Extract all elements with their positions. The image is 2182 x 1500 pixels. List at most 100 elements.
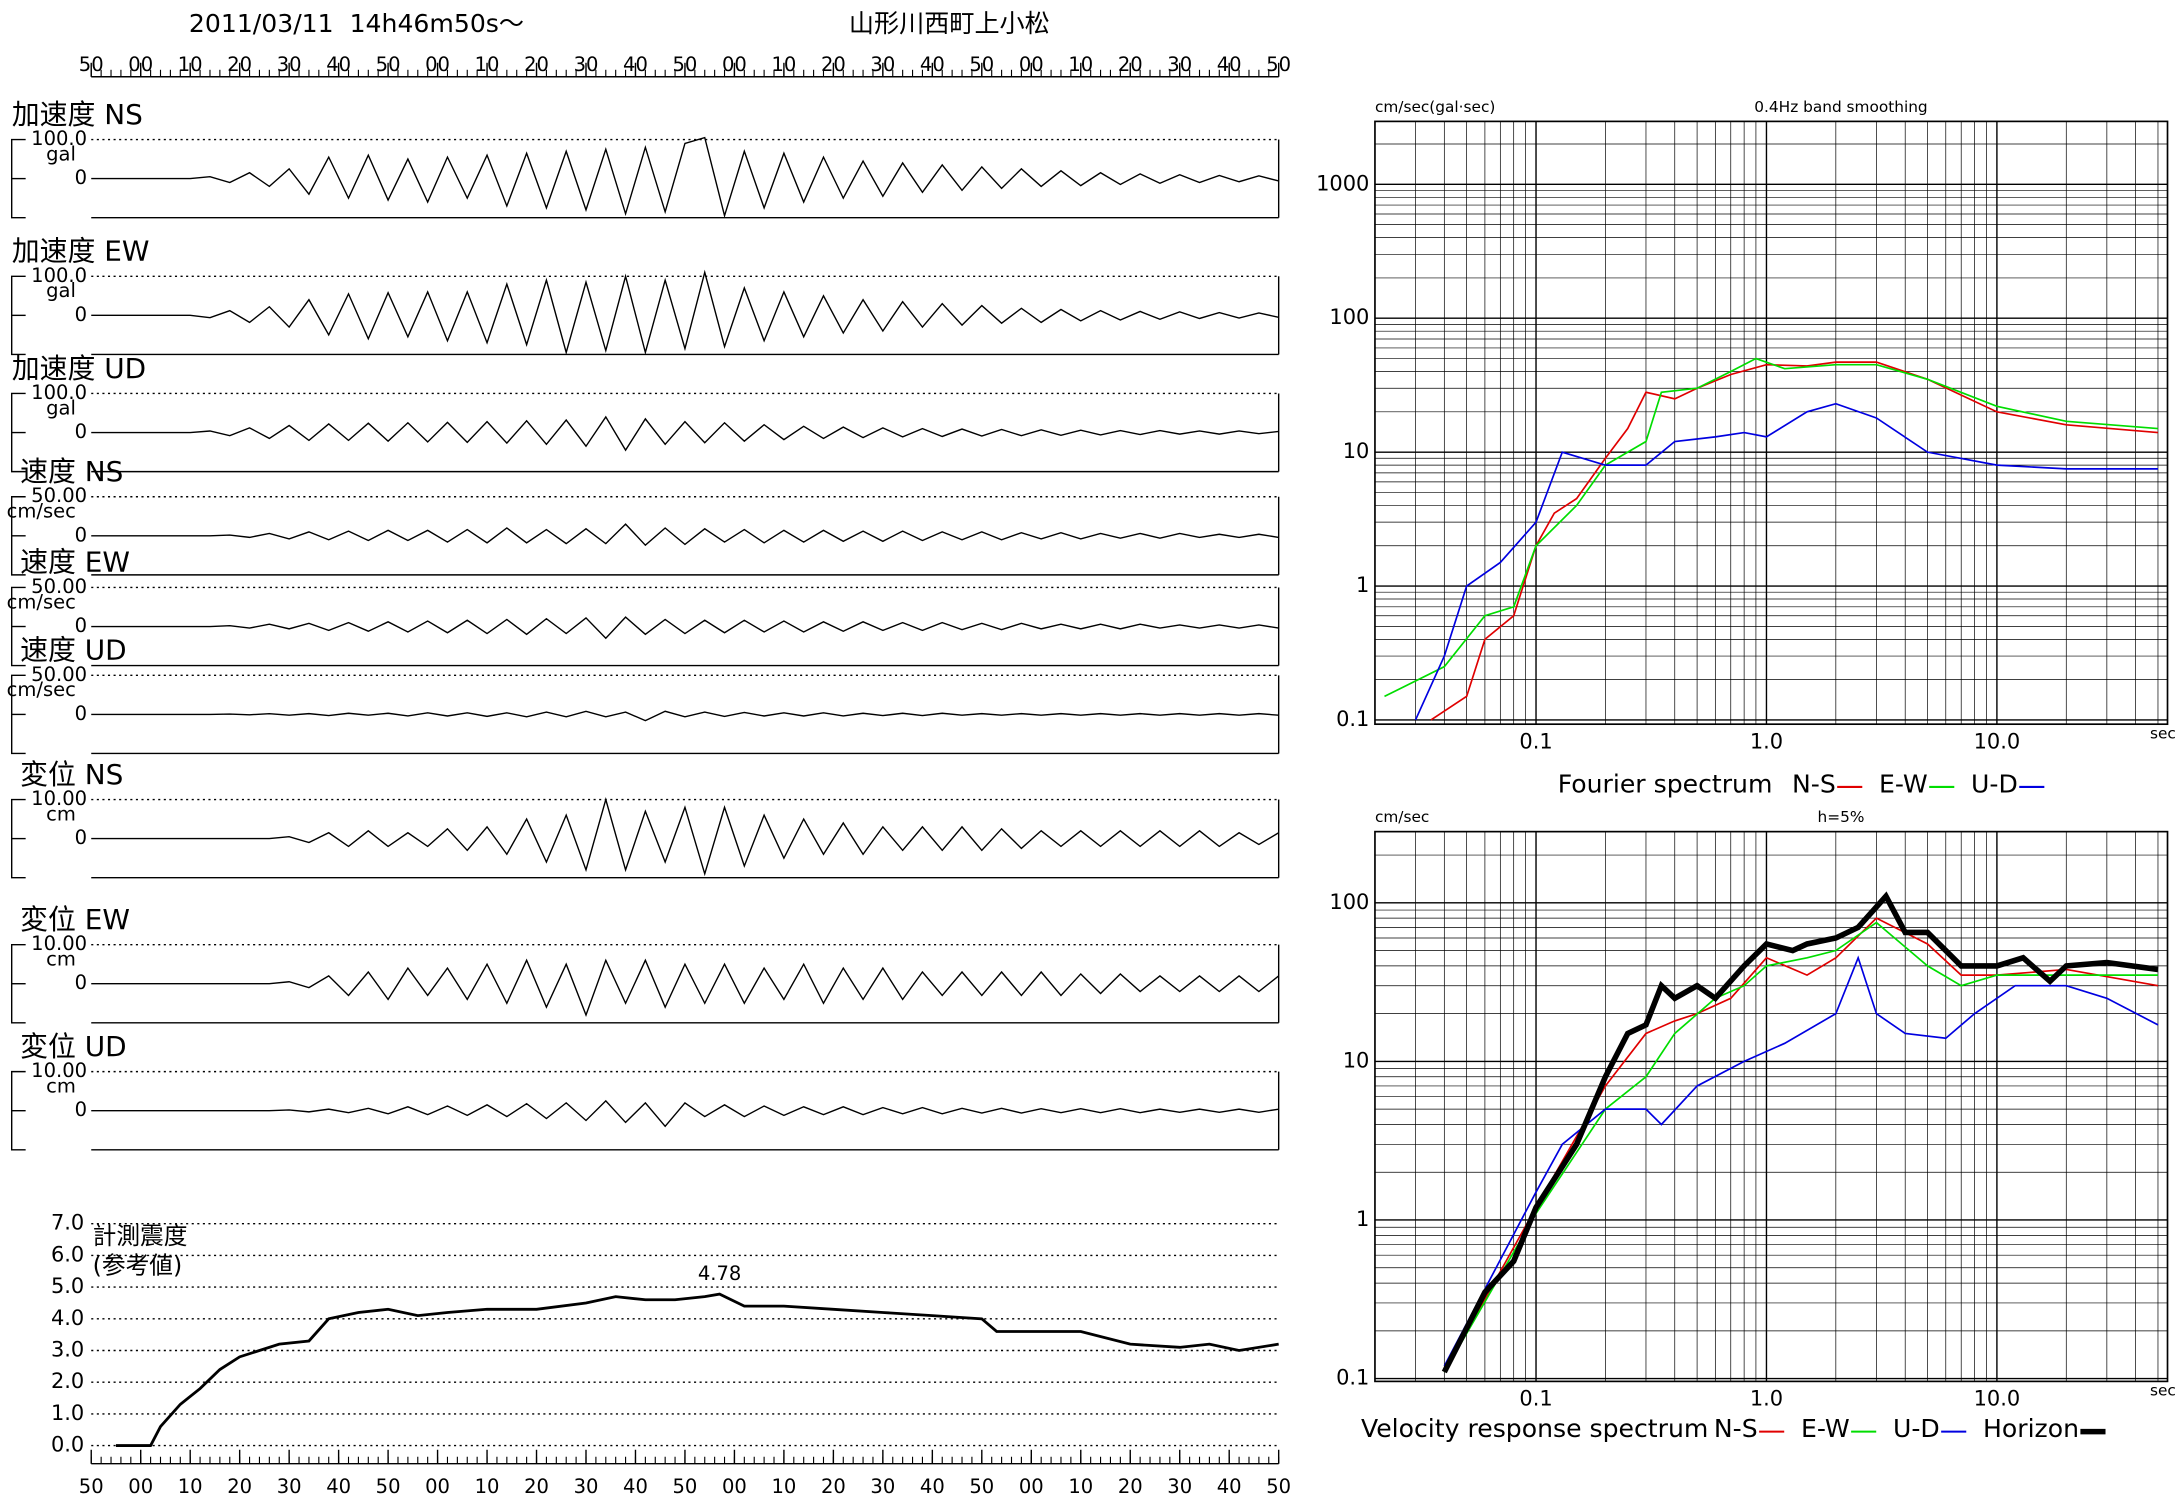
y-tick-label: 1000 bbox=[1316, 171, 1369, 195]
peak-label: 4.78 bbox=[698, 1262, 741, 1285]
x-tick-label: 10.0 bbox=[1974, 729, 2021, 753]
time-tick-label: 40 bbox=[326, 53, 351, 76]
time-tick-label: 30 bbox=[870, 1475, 895, 1498]
subtitle: 0.4Hz band smoothing bbox=[1754, 98, 1927, 116]
time-tick-label: 30 bbox=[574, 1475, 599, 1498]
waveform bbox=[91, 616, 1279, 640]
time-tick-label: 50 bbox=[376, 53, 401, 76]
y-tick-label: 0.0 bbox=[51, 1433, 84, 1457]
y-tick-label: 100 bbox=[1329, 305, 1369, 329]
time-tick-label: 00 bbox=[425, 53, 450, 76]
y-tick-label: 6.0 bbox=[51, 1242, 84, 1266]
time-tick-label: 00 bbox=[1019, 1475, 1044, 1498]
time-tick-label: 00 bbox=[1019, 53, 1044, 76]
y-unit-label: gal bbox=[46, 142, 76, 165]
spectrum-line bbox=[1443, 921, 2158, 1373]
time-tick-label: 50 bbox=[969, 53, 994, 76]
time-tick-label: 20 bbox=[1118, 53, 1143, 76]
time-tick-label: 30 bbox=[277, 53, 302, 76]
y-axis-note: (参考値) bbox=[93, 1251, 183, 1279]
time-tick-label: 10 bbox=[475, 53, 500, 76]
y-unit-label: cm bbox=[46, 802, 76, 825]
y-tick-label: 1.0 bbox=[51, 1401, 84, 1425]
trace-title: 加速度 EW bbox=[12, 235, 150, 268]
y-tick-label: 0 bbox=[75, 166, 87, 189]
time-tick-label: 30 bbox=[1167, 53, 1192, 76]
time-tick-label: 30 bbox=[277, 1475, 302, 1498]
y-tick-label: 0 bbox=[75, 1098, 87, 1121]
y-unit-label: cm bbox=[46, 947, 76, 970]
y-tick-label: 10.00 bbox=[31, 787, 87, 810]
time-tick-label: 20 bbox=[821, 1475, 846, 1498]
spectrum-line bbox=[1384, 357, 2159, 698]
intensity-line bbox=[115, 1292, 1279, 1447]
time-tick-label: 40 bbox=[623, 1475, 648, 1498]
trace-title: 速度 EW bbox=[20, 546, 130, 579]
time-tick-label: 30 bbox=[1167, 1475, 1192, 1498]
legend-label: U-D bbox=[1893, 1414, 1940, 1443]
waveform bbox=[91, 710, 1279, 722]
y-tick-label: 10 bbox=[1343, 439, 1370, 463]
y-unit-label: cm/sec bbox=[7, 590, 76, 613]
y-tick-label: 0 bbox=[75, 971, 87, 994]
time-tick-label: 50 bbox=[376, 1475, 401, 1498]
plot-frame bbox=[1374, 830, 2169, 1383]
trace-title: 変位 EW bbox=[20, 903, 130, 936]
time-tick-label: 10 bbox=[1068, 53, 1093, 76]
trace-title: 変位 UD bbox=[20, 1030, 127, 1063]
time-tick-label: 10 bbox=[178, 53, 203, 76]
y-tick-label: 5.0 bbox=[51, 1274, 84, 1298]
time-tick-label: 00 bbox=[722, 53, 747, 76]
time-tick-label: 50 bbox=[673, 1475, 698, 1498]
time-tick-label: 50 bbox=[673, 53, 698, 76]
y-tick-label: 0 bbox=[75, 523, 87, 546]
x-tick-label: 0.1 bbox=[1519, 729, 1552, 753]
y-tick-label: 50.00 bbox=[31, 575, 87, 598]
y-tick-label: 0 bbox=[75, 303, 87, 326]
time-tick-label: 20 bbox=[227, 1475, 252, 1498]
legend-label: N-S bbox=[1714, 1414, 1758, 1443]
station-name: 山形川西町上小松 bbox=[849, 9, 1050, 38]
waveform bbox=[91, 269, 1279, 356]
time-tick-label: 30 bbox=[870, 53, 895, 76]
y-tick-label: 0 bbox=[75, 420, 87, 443]
y-tick-label: 100.0 bbox=[31, 381, 87, 404]
y-axis-label: cm/sec(gal·sec) bbox=[1375, 98, 1495, 116]
x-tick-label: 0.1 bbox=[1519, 1387, 1552, 1411]
time-tick-label: 20 bbox=[1118, 1475, 1143, 1498]
time-tick-label: 20 bbox=[821, 53, 846, 76]
legend-label: E-W bbox=[1879, 770, 1928, 799]
time-tick-label: 00 bbox=[722, 1475, 747, 1498]
waveform bbox=[91, 796, 1280, 877]
spectrum-line bbox=[1443, 917, 2159, 1373]
y-tick-label: 0 bbox=[75, 826, 87, 849]
x-tick-label: 1.0 bbox=[1750, 1387, 1783, 1411]
chart-title: 2011/03/11 14h46m50s〜 bbox=[189, 9, 524, 38]
subtitle: h=5% bbox=[1818, 808, 1865, 826]
trace-title: 加速度 NS bbox=[12, 98, 143, 131]
time-tick-label: 20 bbox=[227, 53, 252, 76]
y-tick-label: 1 bbox=[1356, 573, 1369, 597]
spectrum-line bbox=[1443, 955, 2159, 1367]
time-tick-label: 40 bbox=[920, 1475, 945, 1498]
waveform bbox=[91, 136, 1279, 219]
time-tick-label: 10 bbox=[1068, 1475, 1093, 1498]
y-unit-label: gal bbox=[46, 279, 76, 302]
legend-label: E-W bbox=[1801, 1414, 1850, 1443]
time-tick-label: 20 bbox=[524, 1475, 549, 1498]
time-tick-label: 40 bbox=[326, 1475, 351, 1498]
y-tick-label: 10 bbox=[1343, 1048, 1370, 1072]
y-tick-label: 1 bbox=[1356, 1207, 1369, 1231]
waveform bbox=[91, 415, 1279, 452]
time-tick-label: 40 bbox=[623, 53, 648, 76]
waveform bbox=[91, 958, 1280, 1017]
waveform bbox=[91, 523, 1279, 547]
time-tick-label: 50 bbox=[1266, 53, 1291, 76]
y-tick-label: 0.1 bbox=[1336, 1366, 1369, 1390]
spectrum-line bbox=[1441, 891, 2159, 1374]
time-tick-label: 50 bbox=[969, 1475, 994, 1498]
x-axis-label: sec bbox=[2150, 724, 2176, 742]
y-tick-label: 10.00 bbox=[31, 932, 87, 955]
